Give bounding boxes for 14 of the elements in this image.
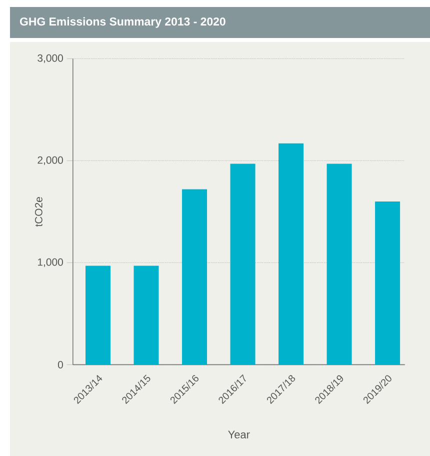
bar (278, 143, 304, 365)
y-tick-label: 2,000 (38, 156, 63, 166)
chart-title: GHG Emissions Summary 2013 - 2020 (20, 17, 226, 28)
bar (182, 189, 208, 365)
x-axis-title: Year (228, 430, 250, 438)
bar (86, 266, 110, 365)
bar (134, 266, 159, 365)
y-axis-title: tCO2e (34, 197, 42, 227)
bar (230, 164, 256, 365)
bar (326, 164, 352, 365)
y-tick-label: 1,000 (38, 258, 63, 268)
y-tick-label: 0 (58, 361, 63, 368)
y-tick-label: 3,000 (38, 54, 63, 64)
bar (375, 202, 400, 365)
